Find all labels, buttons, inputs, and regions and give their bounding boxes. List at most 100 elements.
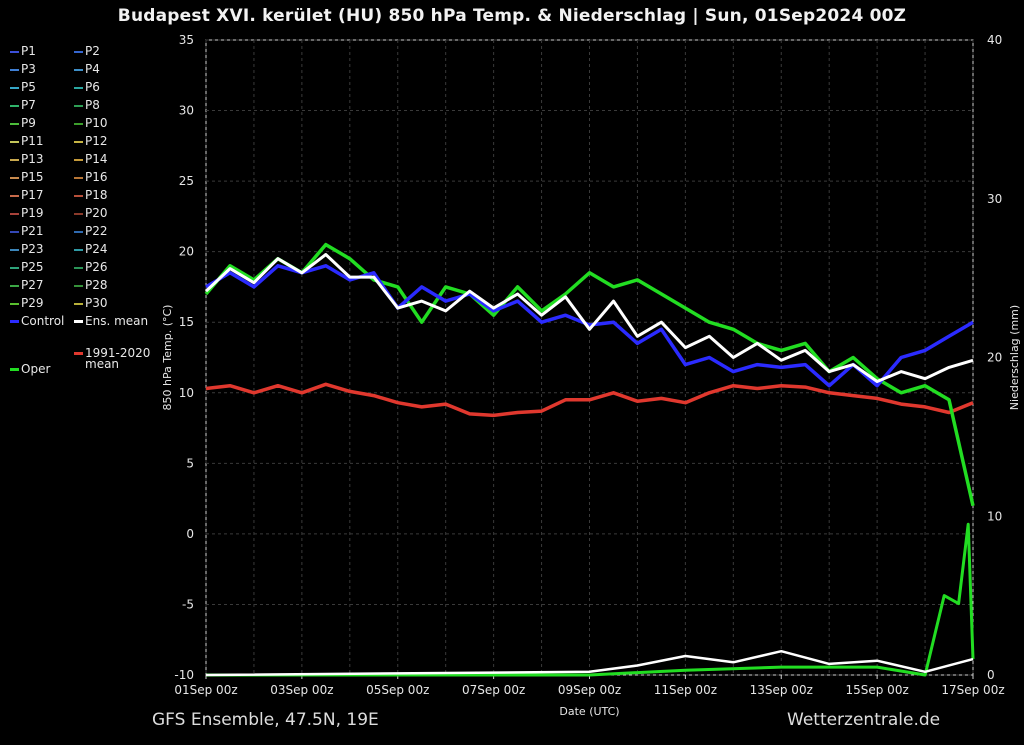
- legend-item-p3: P3: [10, 62, 36, 76]
- legend-swatch: [74, 302, 83, 305]
- y2-tick-label: 30: [987, 192, 1002, 206]
- legend-item-p21: P21: [10, 224, 44, 238]
- legend-label: P21: [21, 224, 44, 238]
- legend-item-p20: P20: [74, 206, 108, 220]
- legend-item-p27: P27: [10, 278, 44, 292]
- legend-item-oper: Oper: [10, 362, 50, 376]
- legend-item-p1: P1: [10, 44, 36, 58]
- legend-swatch: [10, 86, 19, 89]
- y-tick-label: 20: [179, 245, 194, 259]
- legend-label: P8: [85, 98, 100, 112]
- y2-tick-label: 40: [987, 33, 1002, 47]
- legend-label: P29: [21, 296, 44, 310]
- legend-swatch: [74, 194, 83, 197]
- legend-label: Oper: [21, 362, 51, 376]
- legend-label: P19: [21, 206, 44, 220]
- legend-label: P28: [85, 278, 108, 292]
- legend-swatch: [10, 50, 19, 53]
- legend-label: P14: [85, 152, 108, 166]
- legend-label: P24: [85, 242, 108, 256]
- legend-swatch: [10, 104, 19, 107]
- legend-swatch: [74, 86, 83, 89]
- legend-item-p18: P18: [74, 188, 108, 202]
- x-tick-label: 09Sep 00z: [558, 683, 621, 697]
- y-tick-label: 25: [179, 174, 194, 188]
- legend-label: P25: [21, 260, 44, 274]
- legend-swatch: [74, 158, 83, 161]
- y-tick-label: 15: [179, 315, 194, 329]
- legend-label: mean: [85, 357, 120, 371]
- legend-label: P20: [85, 206, 108, 220]
- legend-item-p12: P12: [74, 134, 108, 148]
- legend-item-p7: P7: [10, 98, 36, 112]
- x-axis-label: Date (UTC): [559, 705, 619, 718]
- y2-tick-label: 10: [987, 509, 1002, 523]
- legend-swatch: [74, 266, 83, 269]
- legend-label: P11: [21, 134, 44, 148]
- series-oper-precip: [206, 522, 975, 677]
- series-ens-mean-precip: [205, 649, 974, 677]
- legend-label: Control: [21, 314, 65, 328]
- legend-item-p16: P16: [74, 170, 108, 184]
- legend-item-p14: P14: [74, 152, 108, 166]
- legend-item-p5: P5: [10, 80, 36, 94]
- x-tick-label: 05Sep 00z: [366, 683, 429, 697]
- legend-item-p23: P23: [10, 242, 44, 256]
- legend-swatch: [10, 122, 19, 125]
- legend-item-p19: P19: [10, 206, 44, 220]
- legend-item-p29: P29: [10, 296, 44, 310]
- y-tick-label: 0: [186, 527, 194, 541]
- legend-item-p25: P25: [10, 260, 44, 274]
- legend-swatch: [74, 212, 83, 215]
- legend-swatch: [10, 368, 19, 371]
- legend-label: P30: [85, 296, 108, 310]
- legend-item-control: Control: [10, 314, 64, 328]
- legend-label: Ens. mean: [85, 314, 149, 328]
- legend-swatch: [10, 302, 19, 305]
- legend-label: P6: [85, 80, 100, 94]
- legend-swatch: [10, 140, 19, 143]
- legend-item-p30: P30: [74, 296, 108, 310]
- legend-label: P27: [21, 278, 44, 292]
- legend-item-ens-mean: Ens. mean: [74, 314, 148, 328]
- legend-label: P4: [85, 62, 100, 76]
- legend-swatch: [10, 284, 19, 287]
- series-control: [205, 264, 974, 388]
- x-tick-label: 11Sep 00z: [654, 683, 717, 697]
- legend-item-p15: P15: [10, 170, 44, 184]
- legend-item-climate-mean: 1991-2020 mean: [74, 346, 150, 371]
- legend-label: P10: [85, 116, 108, 130]
- legend-swatch: [74, 68, 83, 71]
- legend-swatch: [10, 176, 19, 179]
- legend-item-p2: P2: [74, 44, 100, 58]
- y2-axis-label: Niederschlag (mm): [1008, 305, 1021, 410]
- legend-item-p8: P8: [74, 98, 100, 112]
- legend-label: P26: [85, 260, 108, 274]
- legend-label: P1: [21, 44, 36, 58]
- legend-label: P7: [21, 98, 36, 112]
- y-tick-label: 30: [179, 104, 194, 118]
- y-tick-label: 35: [179, 33, 194, 47]
- legend-label: P23: [21, 242, 44, 256]
- plot-frame: [205, 39, 974, 676]
- y-tick-label: 10: [179, 386, 194, 400]
- legend-item-p6: P6: [74, 80, 100, 94]
- legend-item-p10: P10: [74, 116, 108, 130]
- legend-label: P13: [21, 152, 44, 166]
- legend-swatch: [74, 50, 83, 53]
- legend-label: P12: [85, 134, 108, 148]
- legend-label: 1991-2020: [85, 346, 151, 360]
- legend-label: P17: [21, 188, 44, 202]
- x-tick-label: 17Sep 00z: [941, 683, 1004, 697]
- legend-swatch: [74, 230, 83, 233]
- legend-swatch: [74, 140, 83, 143]
- legend-item-p17: P17: [10, 188, 44, 202]
- y2-tick-label: 20: [987, 351, 1002, 365]
- legend-label: P3: [21, 62, 36, 76]
- series-oper: [204, 242, 975, 507]
- x-tick-label: 15Sep 00z: [845, 683, 908, 697]
- model-info: GFS Ensemble, 47.5N, 19E: [152, 710, 379, 730]
- legend-swatch: [74, 248, 83, 251]
- legend-label: P15: [21, 170, 44, 184]
- legend-swatch: [74, 320, 83, 323]
